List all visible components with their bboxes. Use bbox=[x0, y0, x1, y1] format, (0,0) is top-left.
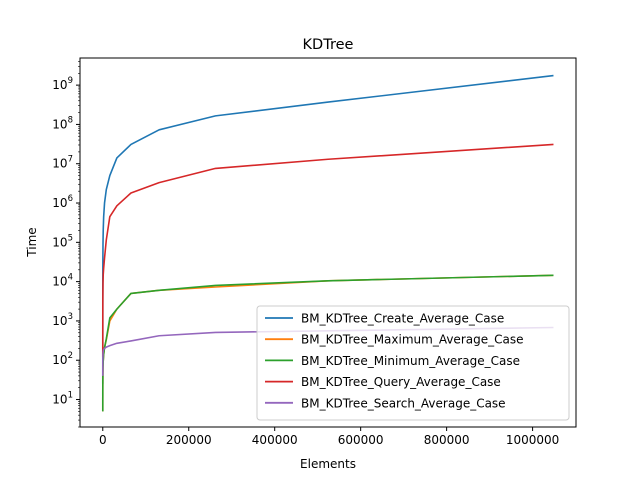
y-tick-label: 102 bbox=[52, 351, 73, 367]
x-axis: 0 200000 400000 600000 800000 1000000 bbox=[99, 427, 559, 447]
y-tick-label: 107 bbox=[52, 155, 73, 171]
y-axis-label: Time bbox=[25, 227, 39, 257]
y-tick-label: 106 bbox=[52, 194, 73, 210]
y-tick-label: 104 bbox=[52, 273, 73, 289]
series-layer bbox=[101, 74, 554, 412]
legend: BM_KDTree_Create_Average_Case BM_KDTree_M… bbox=[256, 305, 570, 421]
x-tick-label: 200000 bbox=[166, 433, 212, 447]
series-line-4 bbox=[101, 326, 554, 376]
x-tick-label: 800000 bbox=[424, 433, 470, 447]
legend-box bbox=[256, 305, 570, 421]
series-line-3 bbox=[101, 143, 554, 358]
y-tick-label: 105 bbox=[52, 233, 73, 249]
y-axis: 101 102 103 104 105 106 107 108 109 bbox=[52, 61, 80, 428]
plot-area bbox=[79, 57, 577, 428]
y-tick-label: 109 bbox=[52, 76, 73, 92]
legend-label: BM_KDTree_Maximum_Average_Case bbox=[301, 333, 523, 347]
x-tick-label: 0 bbox=[99, 433, 107, 447]
y-tick-label: 108 bbox=[52, 115, 73, 131]
x-tick-label: 600000 bbox=[338, 433, 384, 447]
y-tick-label: 101 bbox=[52, 391, 73, 407]
y-tick-label: 103 bbox=[52, 312, 73, 328]
chart-title: KDTree bbox=[303, 37, 354, 53]
x-tick-label: 1000000 bbox=[506, 433, 559, 447]
legend-label: BM_KDTree_Minimum_Average_Case bbox=[301, 354, 520, 368]
x-axis-label: Elements bbox=[300, 457, 356, 471]
x-tick-label: 400000 bbox=[252, 433, 298, 447]
legend-label: BM_KDTree_Search_Average_Case bbox=[301, 396, 506, 410]
legend-label: BM_KDTree_Query_Average_Case bbox=[301, 375, 501, 389]
legend-label: BM_KDTree_Create_Average_Case bbox=[301, 312, 504, 326]
